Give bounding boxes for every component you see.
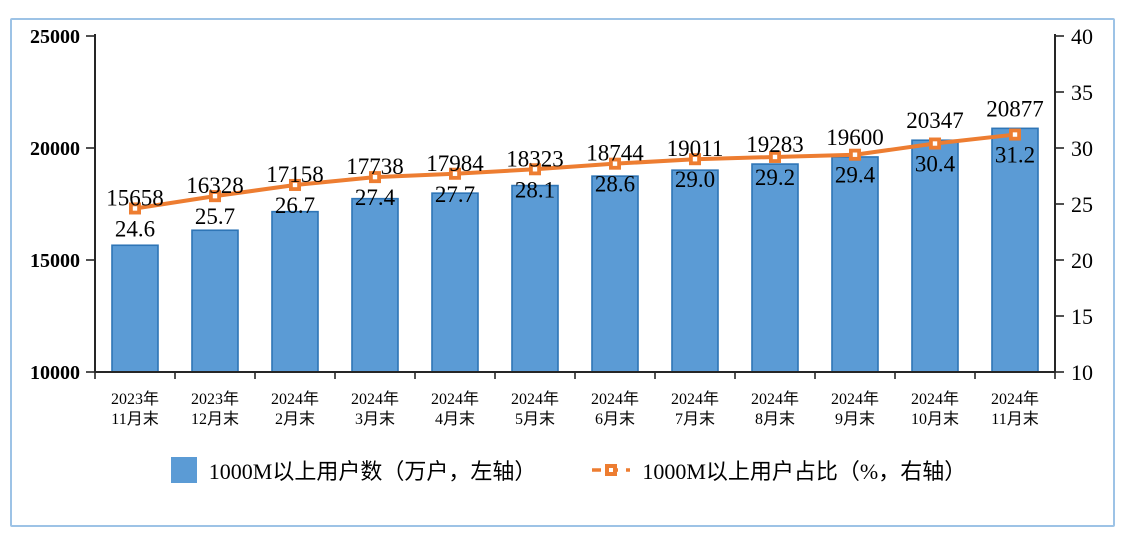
pct-value-label: 28.6	[595, 172, 635, 197]
pct-marker-center	[1012, 132, 1018, 137]
bar	[191, 229, 239, 373]
bar	[511, 184, 559, 373]
bar-series-swatch-icon	[170, 457, 197, 483]
pct-line	[134, 132, 1016, 211]
pct-value-label: 30.4	[915, 152, 956, 177]
pct-value-label: 27.7	[435, 182, 475, 207]
pct-marker-center	[452, 171, 458, 176]
legend: 1000M以上用户数（万户，左轴） 1000M以上用户占比（%，右轴）	[0, 450, 1137, 490]
bar	[271, 210, 319, 373]
bar	[111, 244, 159, 373]
bar-value-label: 18323	[506, 146, 564, 171]
right-axis-tick-label: 40	[1071, 24, 1093, 49]
x-axis-category-label: 2024年 4月末	[431, 390, 479, 428]
bar-value-label: 19283	[746, 132, 804, 157]
bar-value-label: 16328	[186, 173, 244, 198]
bar	[671, 169, 719, 373]
bar-value-label: 17984	[426, 151, 484, 176]
bar	[751, 163, 799, 373]
bar-value-label: 18744	[586, 141, 644, 166]
bar-value-label: 17158	[266, 162, 324, 187]
right-axis-tick-label: 35	[1071, 80, 1093, 105]
legend-item-line: 1000M以上用户占比（%，右轴）	[592, 454, 966, 486]
pct-marker-center	[532, 167, 538, 172]
pct-value-label: 25.7	[195, 204, 235, 229]
bar-value-label: 19011	[667, 136, 724, 161]
pct-marker-center	[932, 141, 938, 146]
x-axis-category-label: 2024年 3月末	[351, 390, 399, 428]
pct-value-label: 26.7	[275, 193, 315, 218]
legend-label-line: 1000M以上用户占比（%，右轴）	[642, 459, 967, 484]
left-axis-tick-label: 15000	[30, 250, 80, 272]
line-series-marker-icon	[592, 464, 631, 476]
pct-marker-center	[292, 182, 298, 188]
bar	[911, 139, 959, 373]
pct-marker-center	[132, 206, 138, 211]
pct-value-label: 27.4	[355, 185, 396, 210]
right-axis-tick-label: 20	[1071, 248, 1093, 273]
x-axis-category-label: 2024年 5月末	[511, 390, 559, 428]
x-axis-category-label: 2023年 11月末	[111, 390, 159, 428]
x-axis-category-label: 2024年 7月末	[671, 390, 719, 428]
pct-value-label: 28.1	[515, 177, 555, 202]
right-axis-tick-label: 15	[1071, 304, 1093, 329]
bar	[431, 192, 479, 373]
x-axis-category-label: 2024年 10月末	[911, 390, 959, 428]
pct-value-label: 29.2	[755, 165, 795, 190]
pct-marker-center	[852, 152, 858, 157]
pct-value-label: 24.6	[115, 216, 155, 241]
legend-label-bars: 1000M以上用户数（万户，左轴）	[208, 459, 537, 484]
x-axis-category-label: 2023年 12月末	[191, 390, 239, 428]
pct-marker-center	[772, 154, 778, 160]
pct-marker-center	[692, 157, 698, 162]
x-axis-category-label: 2024年 2月末	[271, 390, 319, 428]
x-axis-category-label: 2024年 11月末	[991, 390, 1039, 428]
pct-value-label: 29.0	[675, 167, 715, 192]
pct-marker-center	[612, 161, 618, 166]
x-axis-category-label: 2024年 9月末	[831, 390, 879, 428]
right-axis-tick-label: 25	[1071, 192, 1093, 217]
right-axis-tick-label: 10	[1071, 360, 1093, 385]
bar-value-label: 15658	[106, 185, 164, 210]
left-axis-tick-label: 10000	[30, 362, 80, 384]
left-axis-tick-label: 20000	[30, 138, 80, 160]
pct-marker-center	[212, 193, 218, 199]
bar	[351, 197, 399, 373]
bar-value-label: 17738	[346, 154, 404, 179]
bar	[831, 156, 879, 373]
legend-item-bars: 1000M以上用户数（万户，左轴）	[170, 454, 537, 486]
pct-value-label: 29.4	[835, 163, 876, 188]
pct-marker-center	[372, 174, 378, 180]
bar-value-label: 19600	[826, 125, 884, 150]
bar-value-label: 20347	[906, 108, 964, 133]
left-axis-tick-label: 25000	[30, 26, 80, 48]
x-axis-category-label: 2024年 8月末	[751, 390, 799, 428]
bar	[591, 175, 639, 373]
right-axis-tick-label: 30	[1071, 136, 1093, 161]
x-axis-category-label: 2024年 6月末	[591, 390, 639, 428]
pct-value-label: 31.2	[995, 143, 1035, 168]
bar-value-label: 20877	[986, 96, 1044, 121]
